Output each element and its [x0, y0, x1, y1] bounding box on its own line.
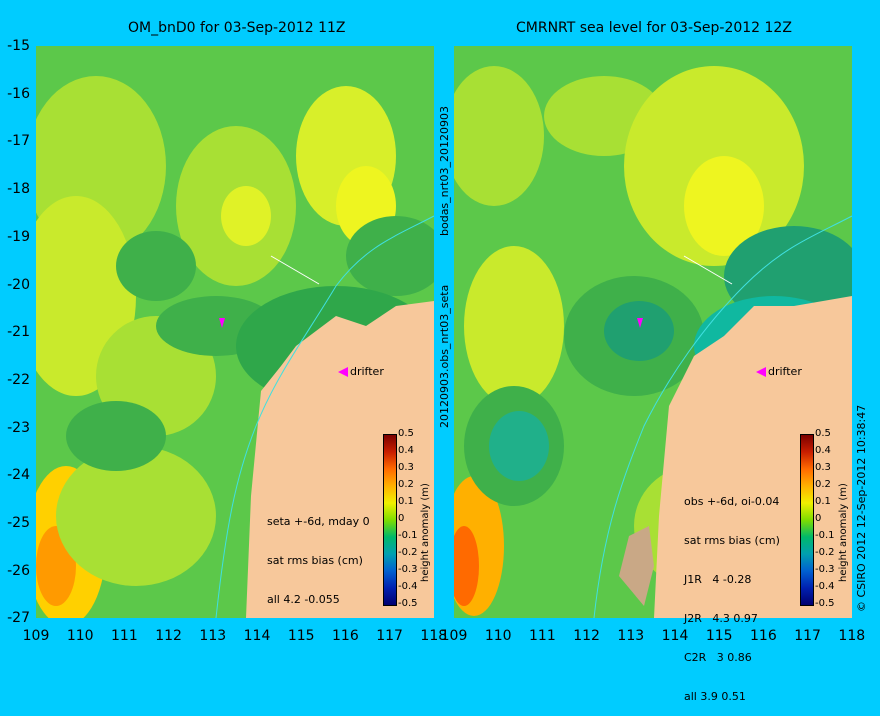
- right-colorbar-label: height anomaly (m): [838, 483, 849, 582]
- left-annotation-line: seta +-6d, mday 0: [267, 515, 370, 528]
- lon-tick-label-right: 109: [440, 628, 468, 644]
- lon-tick-label-left: 118: [420, 628, 448, 644]
- lon-tick-label-left: 113: [199, 628, 227, 644]
- left-annotation-line: all 4.2 -0.055: [267, 593, 340, 606]
- lon-tick-label-right: 111: [529, 628, 556, 644]
- lon-tick-label-left: 109: [22, 628, 50, 644]
- middle-upper-label: bodas_nrt03_20120903: [438, 106, 451, 236]
- middle-lower-label: 20120903.obs_nrt03_seta: [438, 284, 451, 428]
- left-annotation-line: sat rms bias (cm): [267, 554, 363, 567]
- right-colorbar-tick: -0.1: [815, 530, 835, 541]
- left-colorbar-tick: -0.5: [398, 598, 418, 609]
- lon-tick-label-right: 117: [794, 628, 821, 644]
- right-annotation: obs +-6d, oi-0.04 sat rms bias (cm) J1R …: [684, 469, 780, 716]
- lat-tick-label: -23: [7, 419, 30, 436]
- left-map: [36, 46, 434, 618]
- left-annotation: seta +-6d, mday 0 sat rms bias (cm) all …: [267, 489, 370, 619]
- right-map: [454, 46, 852, 618]
- lon-tick-label-right: 118: [838, 628, 866, 644]
- lat-tick-label: -15: [7, 38, 30, 54]
- right-colorbar-tick: 0.1: [815, 496, 831, 507]
- right-annotation-line: C2R 3 0.86: [684, 651, 752, 664]
- right-colorbar-tick: 0.3: [815, 462, 831, 473]
- lon-tick-label-left: 111: [111, 628, 138, 644]
- lon-tick-label-left: 116: [332, 628, 359, 644]
- right-colorbar-tick: 0.2: [815, 479, 831, 490]
- left-colorbar-tick: 0.3: [398, 462, 414, 473]
- left-colorbar-tick: -0.3: [398, 564, 418, 575]
- lat-tick-label: -18: [7, 181, 30, 198]
- lat-tick-label: -19: [7, 228, 30, 245]
- right-annotation-line: J1R 4 -0.28: [684, 573, 752, 586]
- lat-tick-label: -26: [7, 562, 30, 579]
- right-colorbar-tick: -0.2: [815, 547, 835, 558]
- right-colorbar-tick: -0.4: [815, 581, 835, 592]
- right-colorbar-tick: 0: [815, 513, 822, 524]
- lat-tick-label: -21: [7, 324, 30, 341]
- lat-tick-label: -22: [7, 371, 30, 388]
- right-colorbar-tick: -0.5: [815, 598, 835, 609]
- left-colorbar-tick: -0.2: [398, 547, 418, 558]
- lat-tick-label: -17: [7, 133, 30, 150]
- right-drifter-label: drifter: [768, 365, 802, 378]
- lon-tick-label-left: 112: [155, 628, 182, 644]
- left-colorbar-tick: -0.4: [398, 581, 418, 592]
- left-drifter-label: drifter: [350, 365, 384, 378]
- lon-tick-label-right: 114: [661, 628, 689, 644]
- right-colorbar-tick: 0.5: [815, 428, 831, 439]
- left-map-title: OM_bnD0 for 03-Sep-2012 11Z: [128, 20, 346, 36]
- lat-tick-label: -20: [7, 276, 30, 293]
- lon-tick-label-left: 110: [66, 628, 94, 644]
- lon-tick-label-left: 117: [376, 628, 403, 644]
- lat-tick-label: -27: [7, 610, 30, 627]
- lon-tick-label-left: 115: [287, 628, 315, 644]
- lat-tick-label: -24: [7, 467, 30, 484]
- lon-tick-label-right: 110: [484, 628, 512, 644]
- right-annotation-line: obs +-6d, oi-0.04: [684, 495, 780, 508]
- left-colorbar-tick: 0: [398, 513, 405, 524]
- right-map-title: CMRNRT sea level for 03-Sep-2012 12Z: [516, 20, 792, 36]
- left-colorbar: [383, 434, 397, 606]
- lat-tick-label: -16: [7, 85, 30, 102]
- left-colorbar-tick: 0.5: [398, 428, 414, 439]
- right-annotation-line: all 3.9 0.51: [684, 690, 746, 703]
- lon-tick-label-right: 112: [573, 628, 600, 644]
- copyright-label: © CSIRO 2012 12-Sep-2012 10:38:47: [855, 404, 868, 612]
- left-colorbar-tick: -0.1: [398, 530, 418, 541]
- right-annotation-line: sat rms bias (cm): [684, 534, 780, 547]
- left-colorbar-tick: 0.2: [398, 479, 414, 490]
- lon-tick-label-right: 116: [750, 628, 777, 644]
- left-colorbar-tick: 0.1: [398, 496, 414, 507]
- lon-tick-label-right: 113: [617, 628, 645, 644]
- right-colorbar-tick: -0.3: [815, 564, 835, 575]
- right-annotation-line: J2R 4.3 0.97: [684, 612, 758, 625]
- right-colorbar-tick: 0.4: [815, 445, 831, 456]
- left-colorbar-label: height anomaly (m): [420, 483, 431, 582]
- lat-tick-label: -25: [7, 515, 30, 531]
- lon-tick-label-right: 115: [705, 628, 733, 644]
- lon-tick-label-left: 114: [243, 628, 271, 644]
- right-colorbar: [800, 434, 814, 606]
- left-colorbar-tick: 0.4: [398, 445, 414, 456]
